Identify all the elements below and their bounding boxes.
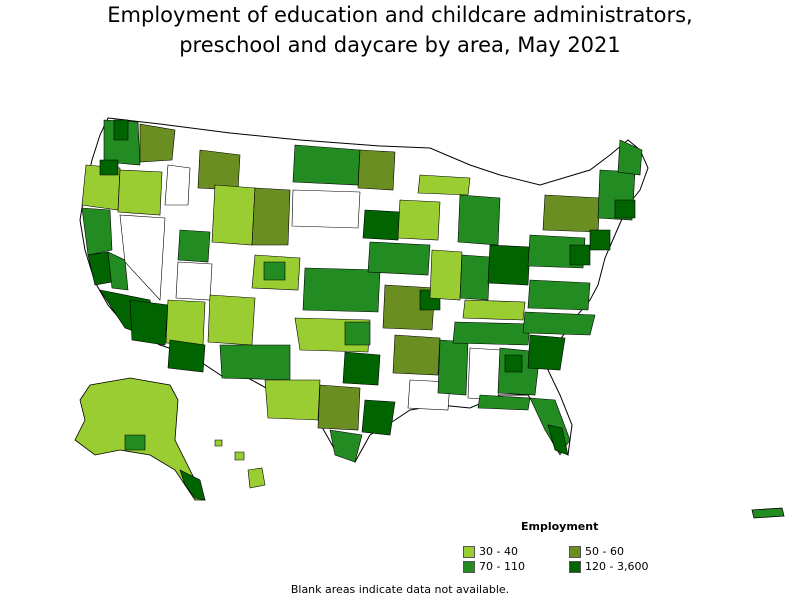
region-wy-east (251, 187, 291, 246)
region-hawaii-oahu (214, 439, 223, 447)
region-fl-panhandle (477, 394, 531, 411)
region-tx-west (264, 379, 321, 421)
legend-swatch-70-110 (463, 561, 475, 573)
region-pa-philly (569, 244, 591, 266)
region-nd-east (357, 149, 396, 191)
region-mn-south (362, 209, 401, 241)
region-mi-lower (457, 194, 501, 246)
region-wi (397, 199, 441, 241)
region-ky (462, 299, 526, 321)
legend-label-120-3600: 120 - 3,600 (585, 560, 649, 573)
region-wa-east (139, 123, 176, 163)
region-wa-seattle (113, 119, 129, 141)
region-co-denver (263, 261, 286, 281)
legend-label-70-110: 70 - 110 (479, 560, 525, 573)
region-boston (614, 199, 636, 219)
region-az-tucson (167, 339, 206, 373)
legend-item-120-3600: 120 - 3,600 (569, 560, 648, 574)
region-il (429, 249, 463, 301)
region-or-portland (99, 159, 119, 176)
region-tx-dallas (342, 351, 381, 386)
region-mi-up (417, 174, 471, 196)
region-ks (302, 267, 381, 313)
title-line-2: preschool and daycare by area, May 2021 (179, 33, 621, 57)
region-oh (487, 244, 531, 286)
region-tn (452, 321, 531, 346)
region-va (527, 279, 591, 311)
region-alaska-southeast (179, 469, 206, 501)
legend-label-50-60: 50 - 60 (585, 545, 624, 558)
region-sd (291, 189, 361, 229)
legend-item-30-40: 30 - 40 (463, 545, 518, 559)
region-tx-houston (361, 399, 396, 436)
region-or-east (117, 169, 163, 216)
legend-title: Employment (521, 520, 599, 533)
region-ny-nyc (589, 229, 611, 251)
legend-swatch-30-40 (463, 546, 475, 558)
region-az-north (165, 299, 206, 346)
region-id-north (164, 164, 191, 206)
region-ca-north (81, 207, 113, 256)
region-az-phoenix (129, 299, 169, 346)
region-fl-south (547, 424, 569, 456)
legend-item-70-110: 70 - 110 (463, 560, 525, 574)
region-nd (292, 144, 361, 186)
region-ar (392, 334, 441, 376)
region-hawaii-maui (234, 451, 245, 461)
region-alaska-anchorage (124, 434, 146, 451)
region-wy (211, 184, 256, 246)
legend-swatch-50-60 (569, 546, 581, 558)
legend-swatch-120-3600 (569, 561, 581, 573)
region-ut-south (175, 261, 213, 301)
region-tx-central (317, 384, 361, 431)
region-ut-north (177, 229, 211, 263)
legend-label-30-40: 30 - 40 (479, 545, 518, 558)
region-ga-atl (504, 354, 523, 373)
legend-item-50-60: 50 - 60 (569, 545, 624, 559)
region-hawaii-big-island (247, 467, 266, 489)
region-al (467, 347, 501, 401)
region-ny-upstate (542, 194, 601, 233)
region-in (459, 254, 491, 301)
map-title: Employment of education and childcare ad… (0, 0, 800, 60)
title-line-1: Employment of education and childcare ad… (107, 3, 693, 27)
region-nc (522, 311, 596, 336)
region-sc (527, 334, 566, 371)
region-ok-city (344, 321, 371, 346)
region-nm-south (219, 344, 291, 381)
region-nm-north (207, 294, 256, 346)
region-ia (367, 241, 431, 276)
region-mt-west (197, 149, 241, 191)
region-nv (119, 214, 166, 301)
region-puerto-rico (751, 507, 785, 519)
region-ca-central (107, 251, 129, 291)
region-ms (437, 339, 469, 396)
footnote: Blank areas indicate data not available. (290, 583, 510, 596)
region-maine (617, 139, 643, 176)
region-tx-south (329, 429, 363, 463)
